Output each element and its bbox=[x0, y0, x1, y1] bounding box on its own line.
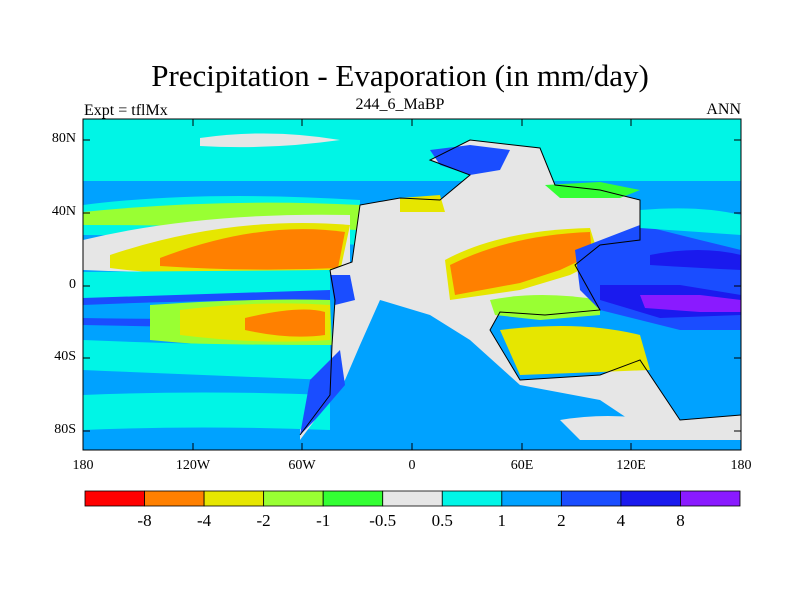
lon-label-120e: 120E bbox=[616, 458, 646, 473]
lat-label-40n: 40N bbox=[51, 204, 76, 219]
experiment-label: Expt = tflMx bbox=[84, 102, 168, 119]
colorbar-label: 1 bbox=[497, 511, 507, 530]
lon-label-180e: 180 bbox=[730, 458, 752, 473]
map-title: Precipitation - Evaporation (in mm/day) bbox=[151, 58, 649, 93]
season-label: ANN bbox=[706, 101, 741, 118]
lat-label-40s: 40S bbox=[54, 349, 76, 364]
colorbar-swatch bbox=[620, 490, 681, 507]
axis-ticks bbox=[83, 119, 741, 450]
colorbar-label: -8 bbox=[137, 511, 152, 530]
colorbar-swatch bbox=[322, 490, 384, 507]
colorbar-label: 2 bbox=[557, 511, 566, 530]
colorbar-label: 4 bbox=[616, 511, 626, 530]
lon-label-60w: 60W bbox=[288, 458, 316, 473]
map-subtitle: 244_6_MaBP bbox=[355, 96, 445, 113]
colorbar-label: -0.5 bbox=[369, 511, 397, 530]
colorbar-label: 0.5 bbox=[431, 511, 453, 530]
colorbar-swatch bbox=[680, 490, 741, 507]
colorbar-label: -2 bbox=[256, 511, 271, 530]
map-field bbox=[83, 119, 741, 450]
lat-label-80s: 80S bbox=[54, 422, 76, 437]
lon-label-0: 0 bbox=[408, 458, 416, 473]
colorbar-swatch bbox=[144, 490, 205, 507]
colorbar-swatch bbox=[263, 490, 324, 507]
lat-label-0: 0 bbox=[69, 277, 76, 292]
colorbar-label: -1 bbox=[316, 511, 331, 530]
colorbar-swatch bbox=[84, 490, 145, 507]
colorbar bbox=[84, 490, 741, 507]
colorbar-label: -4 bbox=[197, 511, 212, 530]
lon-label-120w: 120W bbox=[175, 458, 211, 473]
colorbar-swatch bbox=[560, 490, 622, 507]
colorbar-swatch bbox=[382, 490, 443, 507]
lon-label-180w: 180 bbox=[72, 458, 94, 473]
colorbar-label: 8 bbox=[676, 511, 685, 530]
lon-label-60e: 60E bbox=[510, 458, 534, 473]
lat-label-80n: 80N bbox=[51, 131, 76, 146]
colorbar-swatch bbox=[441, 490, 503, 507]
colorbar-swatch bbox=[501, 490, 562, 507]
colorbar-swatch bbox=[203, 490, 265, 507]
